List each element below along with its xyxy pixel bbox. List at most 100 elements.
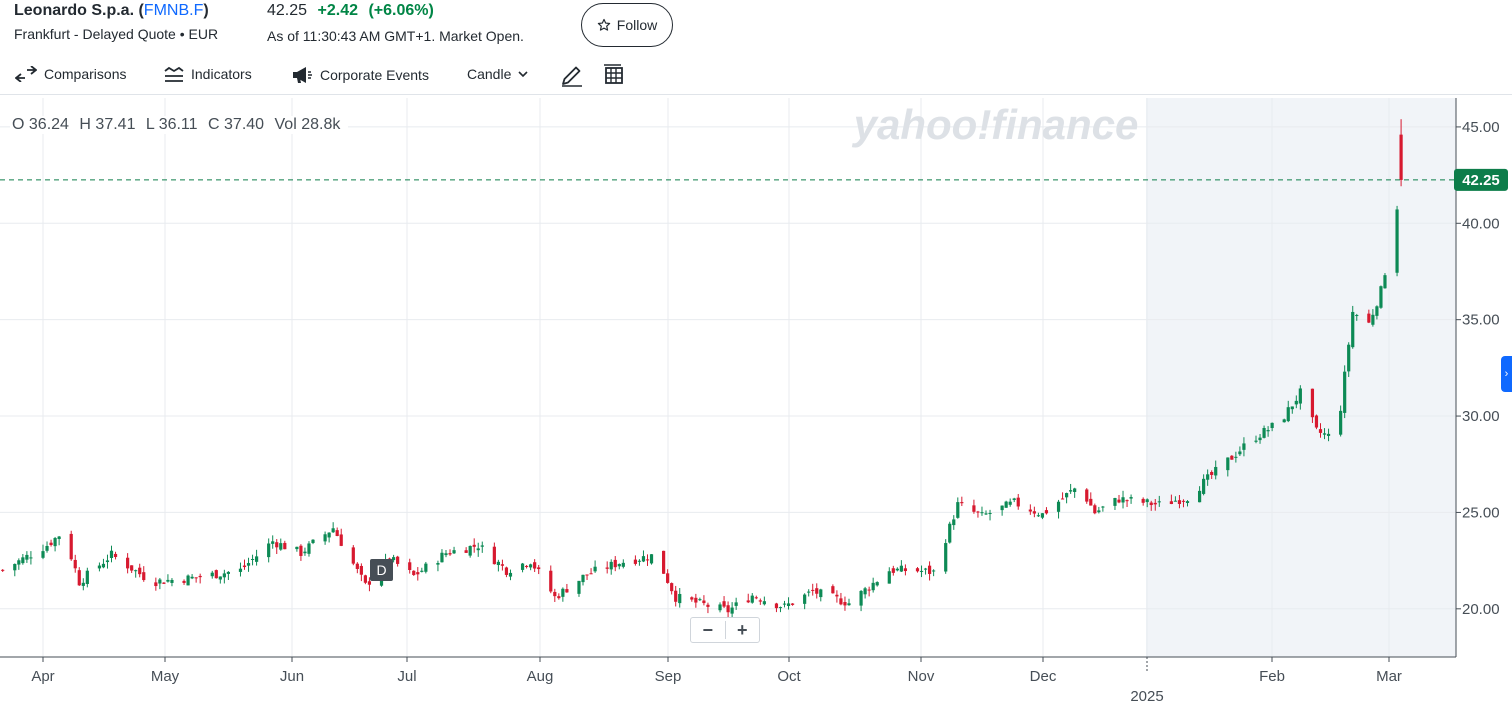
zoom-out-button[interactable]: − bbox=[702, 620, 713, 640]
candle-body bbox=[1060, 498, 1065, 500]
corporate-events-button[interactable]: Corporate Events bbox=[291, 66, 429, 84]
candle-body bbox=[25, 554, 29, 560]
x-tick-label: Jun bbox=[280, 668, 304, 685]
table-view-button[interactable] bbox=[603, 64, 625, 86]
candle-body bbox=[976, 511, 980, 513]
candle-body bbox=[649, 554, 654, 564]
candle-body bbox=[246, 563, 251, 566]
candle-body bbox=[69, 533, 73, 560]
candle-body bbox=[468, 545, 472, 556]
candle-body bbox=[508, 572, 513, 577]
candle-body bbox=[1012, 498, 1016, 500]
x-tick-label: 2025 bbox=[1130, 688, 1163, 705]
candle-body bbox=[41, 551, 45, 558]
candle-body bbox=[496, 561, 500, 566]
candle-body bbox=[734, 602, 738, 606]
candle-body bbox=[307, 543, 311, 554]
x-tick-label: Apr bbox=[31, 668, 54, 685]
candle-body bbox=[1254, 440, 1258, 442]
candle-body bbox=[847, 603, 851, 606]
candle-body bbox=[480, 545, 484, 547]
candle-body bbox=[859, 590, 863, 606]
indicators-button[interactable]: Indicators bbox=[164, 66, 252, 82]
candle-body bbox=[1318, 429, 1323, 433]
candle-body bbox=[166, 579, 170, 582]
candle-body bbox=[746, 600, 750, 603]
candle-body bbox=[1044, 510, 1049, 514]
candle-body bbox=[915, 568, 920, 572]
candle-body bbox=[1073, 488, 1077, 493]
candle-body bbox=[162, 582, 166, 584]
candle-body bbox=[520, 563, 525, 570]
indicators-label: Indicators bbox=[191, 66, 252, 82]
candle-body bbox=[1351, 311, 1355, 348]
candle-body bbox=[464, 550, 468, 553]
candle-body bbox=[774, 603, 779, 609]
candle-body bbox=[359, 565, 363, 575]
draw-tool-button[interactable] bbox=[560, 63, 584, 87]
candle-body bbox=[77, 570, 81, 586]
y-tick-label: 35.00 bbox=[1462, 312, 1500, 329]
candle-body bbox=[1085, 489, 1089, 502]
dividend-event-marker[interactable]: D bbox=[370, 559, 393, 581]
candle-body bbox=[1069, 490, 1073, 492]
candle-body bbox=[363, 575, 367, 583]
candle-body bbox=[57, 536, 61, 540]
candle-body bbox=[1355, 315, 1359, 317]
candle-body bbox=[311, 539, 315, 544]
price-line: 42.25 +2.42 (+6.06%) bbox=[267, 2, 434, 20]
volume-value: Vol 28.8k bbox=[274, 116, 341, 133]
zoom-in-button[interactable]: + bbox=[736, 620, 748, 640]
candle-body bbox=[1314, 415, 1319, 428]
candle-body bbox=[101, 563, 106, 568]
candle-body bbox=[1326, 433, 1331, 436]
candle-body bbox=[226, 571, 230, 574]
price-tag-box bbox=[1454, 168, 1508, 191]
follow-button[interactable]: Follow bbox=[581, 3, 673, 47]
candle-body bbox=[1197, 490, 1202, 503]
candle-body bbox=[645, 559, 650, 561]
candle-body bbox=[1089, 498, 1093, 506]
candle-body bbox=[972, 505, 976, 512]
y-tick-label: 25.00 bbox=[1462, 504, 1500, 521]
candle-body bbox=[803, 594, 807, 604]
candle-body bbox=[831, 586, 835, 594]
candle-body bbox=[1226, 457, 1230, 471]
comparisons-button[interactable]: Comparisons bbox=[15, 66, 126, 82]
candle-body bbox=[944, 543, 948, 572]
exchange-info: Frankfurt - Delayed Quote • EUR bbox=[14, 26, 219, 42]
expand-panel-button[interactable]: › bbox=[1501, 356, 1512, 392]
candle-body bbox=[867, 589, 871, 591]
candle-body bbox=[85, 570, 89, 584]
candle-body bbox=[392, 557, 396, 561]
chevron-right-icon: › bbox=[1504, 368, 1509, 380]
candle-body bbox=[952, 519, 956, 526]
price-tag-label: 42.25 bbox=[1462, 172, 1500, 189]
candle-body bbox=[589, 573, 593, 575]
candle-body bbox=[553, 591, 557, 597]
candle-body bbox=[524, 565, 529, 567]
candle-body bbox=[790, 603, 795, 605]
candle-body bbox=[126, 557, 130, 569]
x-tick-label: Nov bbox=[908, 668, 935, 685]
candle-body bbox=[718, 604, 722, 611]
candle-body bbox=[476, 548, 480, 551]
candle-body bbox=[1322, 433, 1327, 435]
candle-body bbox=[21, 557, 25, 564]
candle-body bbox=[1157, 501, 1161, 503]
candle-body bbox=[1367, 313, 1371, 323]
y-axis-labels: 20.00 25.00 30.00 35.00 40.00 45.00 bbox=[1456, 119, 1500, 618]
candle-body bbox=[420, 570, 424, 572]
candle-body bbox=[327, 532, 331, 538]
candle-body bbox=[1149, 502, 1153, 506]
candle-body bbox=[186, 575, 190, 586]
candle-body bbox=[537, 567, 541, 570]
candle-body bbox=[355, 563, 359, 569]
chart-type-dropdown[interactable]: Candle bbox=[467, 66, 528, 82]
candle-body bbox=[581, 574, 585, 583]
candle-body bbox=[585, 574, 589, 576]
candle-body bbox=[97, 565, 102, 569]
candle-body bbox=[1177, 500, 1182, 504]
ticker-symbol-link[interactable]: FMNB.F bbox=[143, 2, 204, 19]
